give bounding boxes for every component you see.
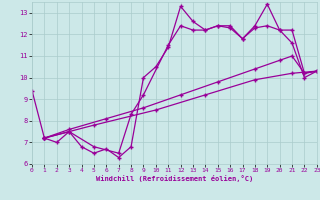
X-axis label: Windchill (Refroidissement éolien,°C): Windchill (Refroidissement éolien,°C) <box>96 175 253 182</box>
